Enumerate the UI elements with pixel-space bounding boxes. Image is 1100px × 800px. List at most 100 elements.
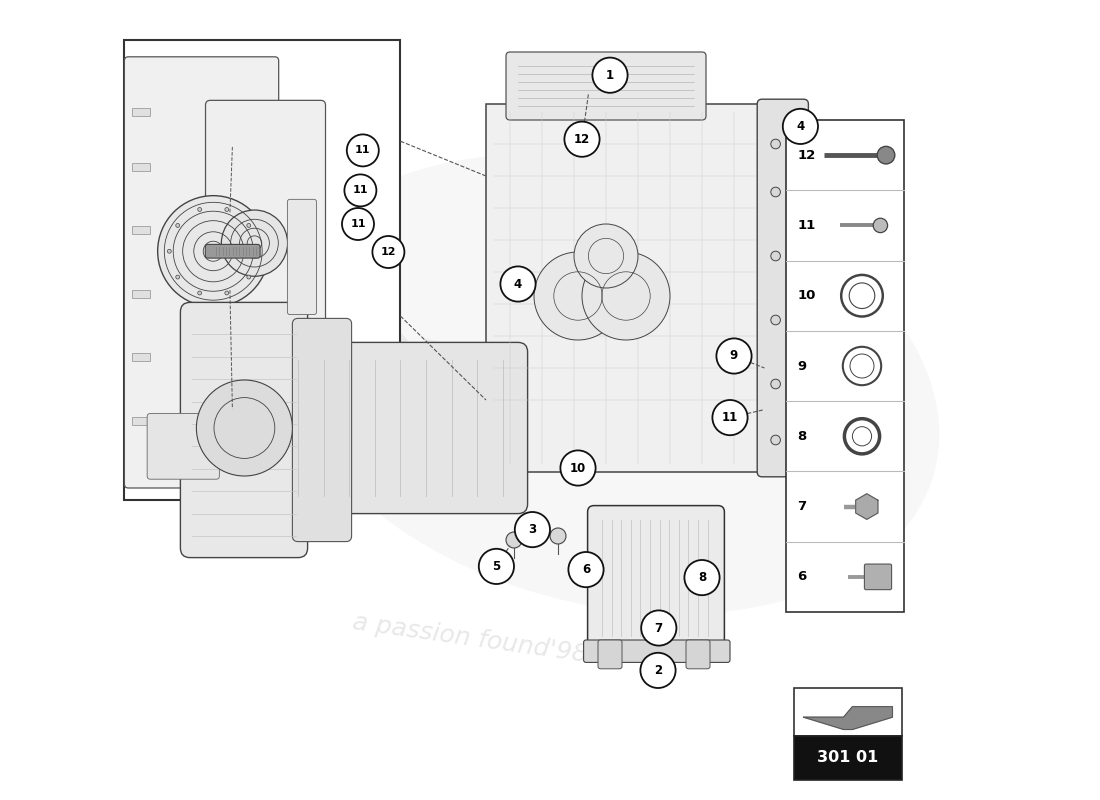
Circle shape bbox=[344, 174, 376, 206]
FancyBboxPatch shape bbox=[268, 342, 528, 514]
Circle shape bbox=[771, 251, 780, 261]
Text: 4: 4 bbox=[796, 120, 804, 133]
Circle shape bbox=[771, 187, 780, 197]
Circle shape bbox=[197, 380, 293, 476]
Circle shape bbox=[877, 146, 894, 164]
FancyBboxPatch shape bbox=[686, 640, 710, 669]
Text: 11: 11 bbox=[350, 219, 365, 229]
Circle shape bbox=[246, 275, 251, 279]
Circle shape bbox=[783, 109, 818, 144]
Circle shape bbox=[373, 236, 405, 268]
FancyBboxPatch shape bbox=[757, 99, 808, 477]
Text: 3: 3 bbox=[528, 523, 537, 536]
Text: 2: 2 bbox=[653, 664, 662, 677]
Text: europ's: europ's bbox=[346, 308, 705, 460]
Text: 11: 11 bbox=[355, 146, 371, 155]
Text: 6: 6 bbox=[582, 563, 590, 576]
Bar bbox=[132, 107, 150, 115]
Text: 301 01: 301 01 bbox=[817, 750, 879, 766]
Circle shape bbox=[771, 379, 780, 389]
Circle shape bbox=[176, 275, 179, 279]
Circle shape bbox=[224, 207, 229, 211]
Circle shape bbox=[198, 291, 201, 295]
Bar bbox=[794, 688, 902, 736]
Bar bbox=[132, 290, 150, 298]
Text: 7: 7 bbox=[654, 622, 663, 634]
Circle shape bbox=[593, 58, 628, 93]
Circle shape bbox=[582, 252, 670, 340]
Bar bbox=[786, 120, 904, 612]
Circle shape bbox=[564, 122, 600, 157]
Circle shape bbox=[157, 196, 268, 307]
Text: a passion found'985: a passion found'985 bbox=[351, 610, 605, 670]
Text: 8: 8 bbox=[798, 430, 806, 442]
Circle shape bbox=[716, 338, 751, 374]
Text: 6: 6 bbox=[798, 570, 806, 583]
Text: 12: 12 bbox=[574, 133, 590, 146]
Circle shape bbox=[852, 426, 871, 446]
Bar bbox=[132, 417, 150, 425]
Text: 12: 12 bbox=[798, 149, 815, 162]
Circle shape bbox=[771, 139, 780, 149]
Text: 8: 8 bbox=[697, 571, 706, 584]
Circle shape bbox=[246, 223, 251, 227]
Text: 12: 12 bbox=[381, 247, 396, 257]
FancyBboxPatch shape bbox=[598, 640, 622, 669]
Bar bbox=[132, 162, 150, 170]
Text: 7: 7 bbox=[798, 500, 806, 513]
Text: 5: 5 bbox=[493, 560, 500, 573]
FancyBboxPatch shape bbox=[287, 199, 317, 314]
Text: 11: 11 bbox=[353, 186, 369, 195]
Text: 4: 4 bbox=[514, 278, 522, 290]
Circle shape bbox=[771, 315, 780, 325]
FancyBboxPatch shape bbox=[180, 302, 308, 558]
Circle shape bbox=[346, 134, 378, 166]
Text: 9: 9 bbox=[798, 359, 806, 373]
FancyBboxPatch shape bbox=[147, 414, 219, 479]
Bar bbox=[132, 353, 150, 361]
Circle shape bbox=[515, 512, 550, 547]
Ellipse shape bbox=[273, 154, 939, 614]
FancyBboxPatch shape bbox=[124, 57, 278, 488]
Circle shape bbox=[550, 528, 566, 544]
FancyBboxPatch shape bbox=[293, 318, 352, 542]
FancyBboxPatch shape bbox=[206, 100, 326, 455]
Circle shape bbox=[506, 532, 522, 548]
Bar bbox=[124, 40, 400, 500]
FancyBboxPatch shape bbox=[206, 244, 260, 258]
Circle shape bbox=[574, 224, 638, 288]
Circle shape bbox=[641, 610, 676, 646]
Text: 10: 10 bbox=[798, 290, 815, 302]
Circle shape bbox=[167, 250, 172, 253]
Circle shape bbox=[771, 435, 780, 445]
Polygon shape bbox=[486, 104, 798, 472]
Text: 1: 1 bbox=[606, 69, 614, 82]
Circle shape bbox=[198, 207, 201, 211]
Circle shape bbox=[500, 266, 536, 302]
Circle shape bbox=[176, 223, 179, 227]
Circle shape bbox=[342, 208, 374, 240]
Bar bbox=[794, 736, 902, 780]
Polygon shape bbox=[856, 494, 878, 519]
Circle shape bbox=[534, 252, 622, 340]
Circle shape bbox=[255, 250, 260, 253]
Circle shape bbox=[478, 549, 514, 584]
Text: 10: 10 bbox=[570, 462, 586, 474]
Circle shape bbox=[221, 210, 287, 276]
Polygon shape bbox=[804, 706, 892, 730]
Text: 11: 11 bbox=[798, 219, 815, 232]
Text: 11: 11 bbox=[722, 411, 738, 424]
Circle shape bbox=[224, 291, 229, 295]
FancyBboxPatch shape bbox=[584, 640, 730, 662]
Text: 9: 9 bbox=[730, 350, 738, 362]
Circle shape bbox=[713, 400, 748, 435]
FancyBboxPatch shape bbox=[587, 506, 725, 650]
FancyBboxPatch shape bbox=[865, 564, 892, 590]
Circle shape bbox=[569, 552, 604, 587]
Circle shape bbox=[560, 450, 595, 486]
Bar bbox=[132, 226, 150, 234]
Circle shape bbox=[873, 218, 888, 233]
Circle shape bbox=[684, 560, 719, 595]
FancyBboxPatch shape bbox=[506, 52, 706, 120]
Circle shape bbox=[640, 653, 675, 688]
